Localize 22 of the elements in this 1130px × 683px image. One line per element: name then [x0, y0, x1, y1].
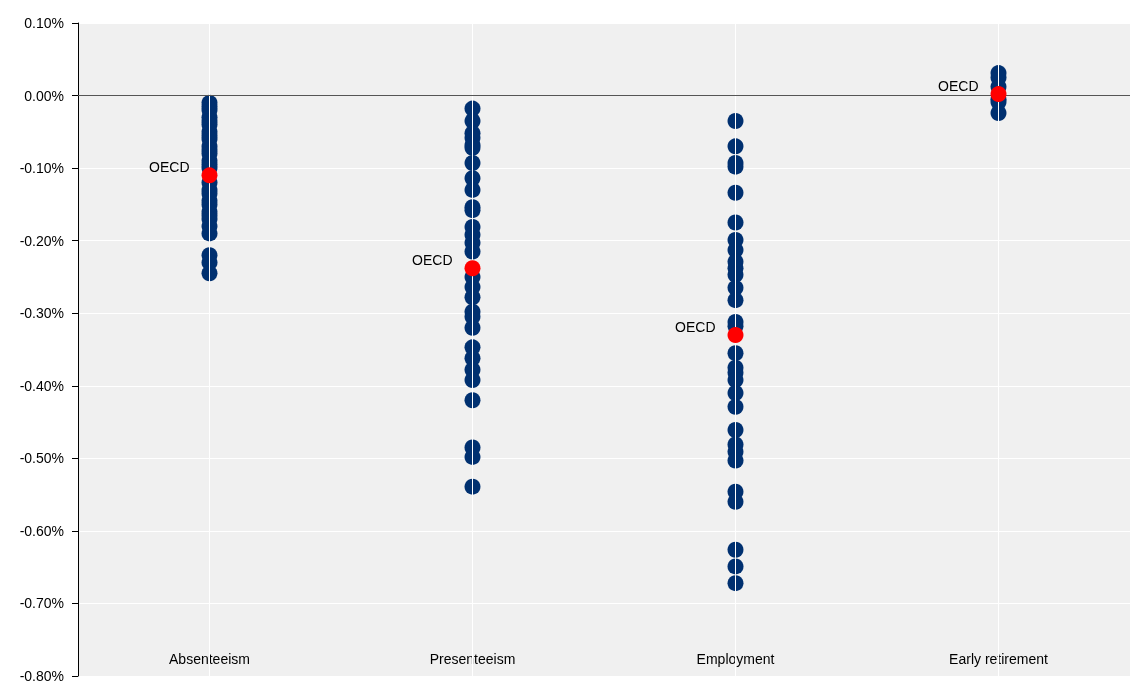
x-tick-label: Employment: [696, 651, 775, 667]
y-tick-label: -0.70%: [19, 595, 64, 612]
y-tick-label: -0.60%: [19, 522, 64, 539]
y-tick-label: -0.50%: [19, 450, 64, 467]
y-tick-label: -0.20%: [19, 232, 64, 249]
y-tick-label: 0.00%: [24, 87, 64, 104]
point: [727, 326, 744, 343]
series-label: OECD: [149, 159, 190, 176]
y-tick-label: -0.40%: [19, 377, 64, 394]
y-tick-label: -0.10%: [19, 160, 64, 177]
x-tick-label: Presenteeism: [429, 651, 516, 667]
point: [464, 260, 481, 277]
point: [990, 86, 1007, 103]
text: OECD: [675, 318, 716, 335]
x-tick-label: Absenteeism: [169, 651, 250, 667]
y-tick-label: -0.80%: [19, 668, 64, 683]
y-tick-label: 0.10%: [24, 15, 64, 31]
x-tick-label: Early retirement: [949, 651, 1049, 667]
text: OECD: [412, 252, 453, 269]
text: OECD: [938, 78, 979, 95]
point: [201, 167, 218, 184]
y-tick-label: -0.30%: [19, 305, 64, 322]
